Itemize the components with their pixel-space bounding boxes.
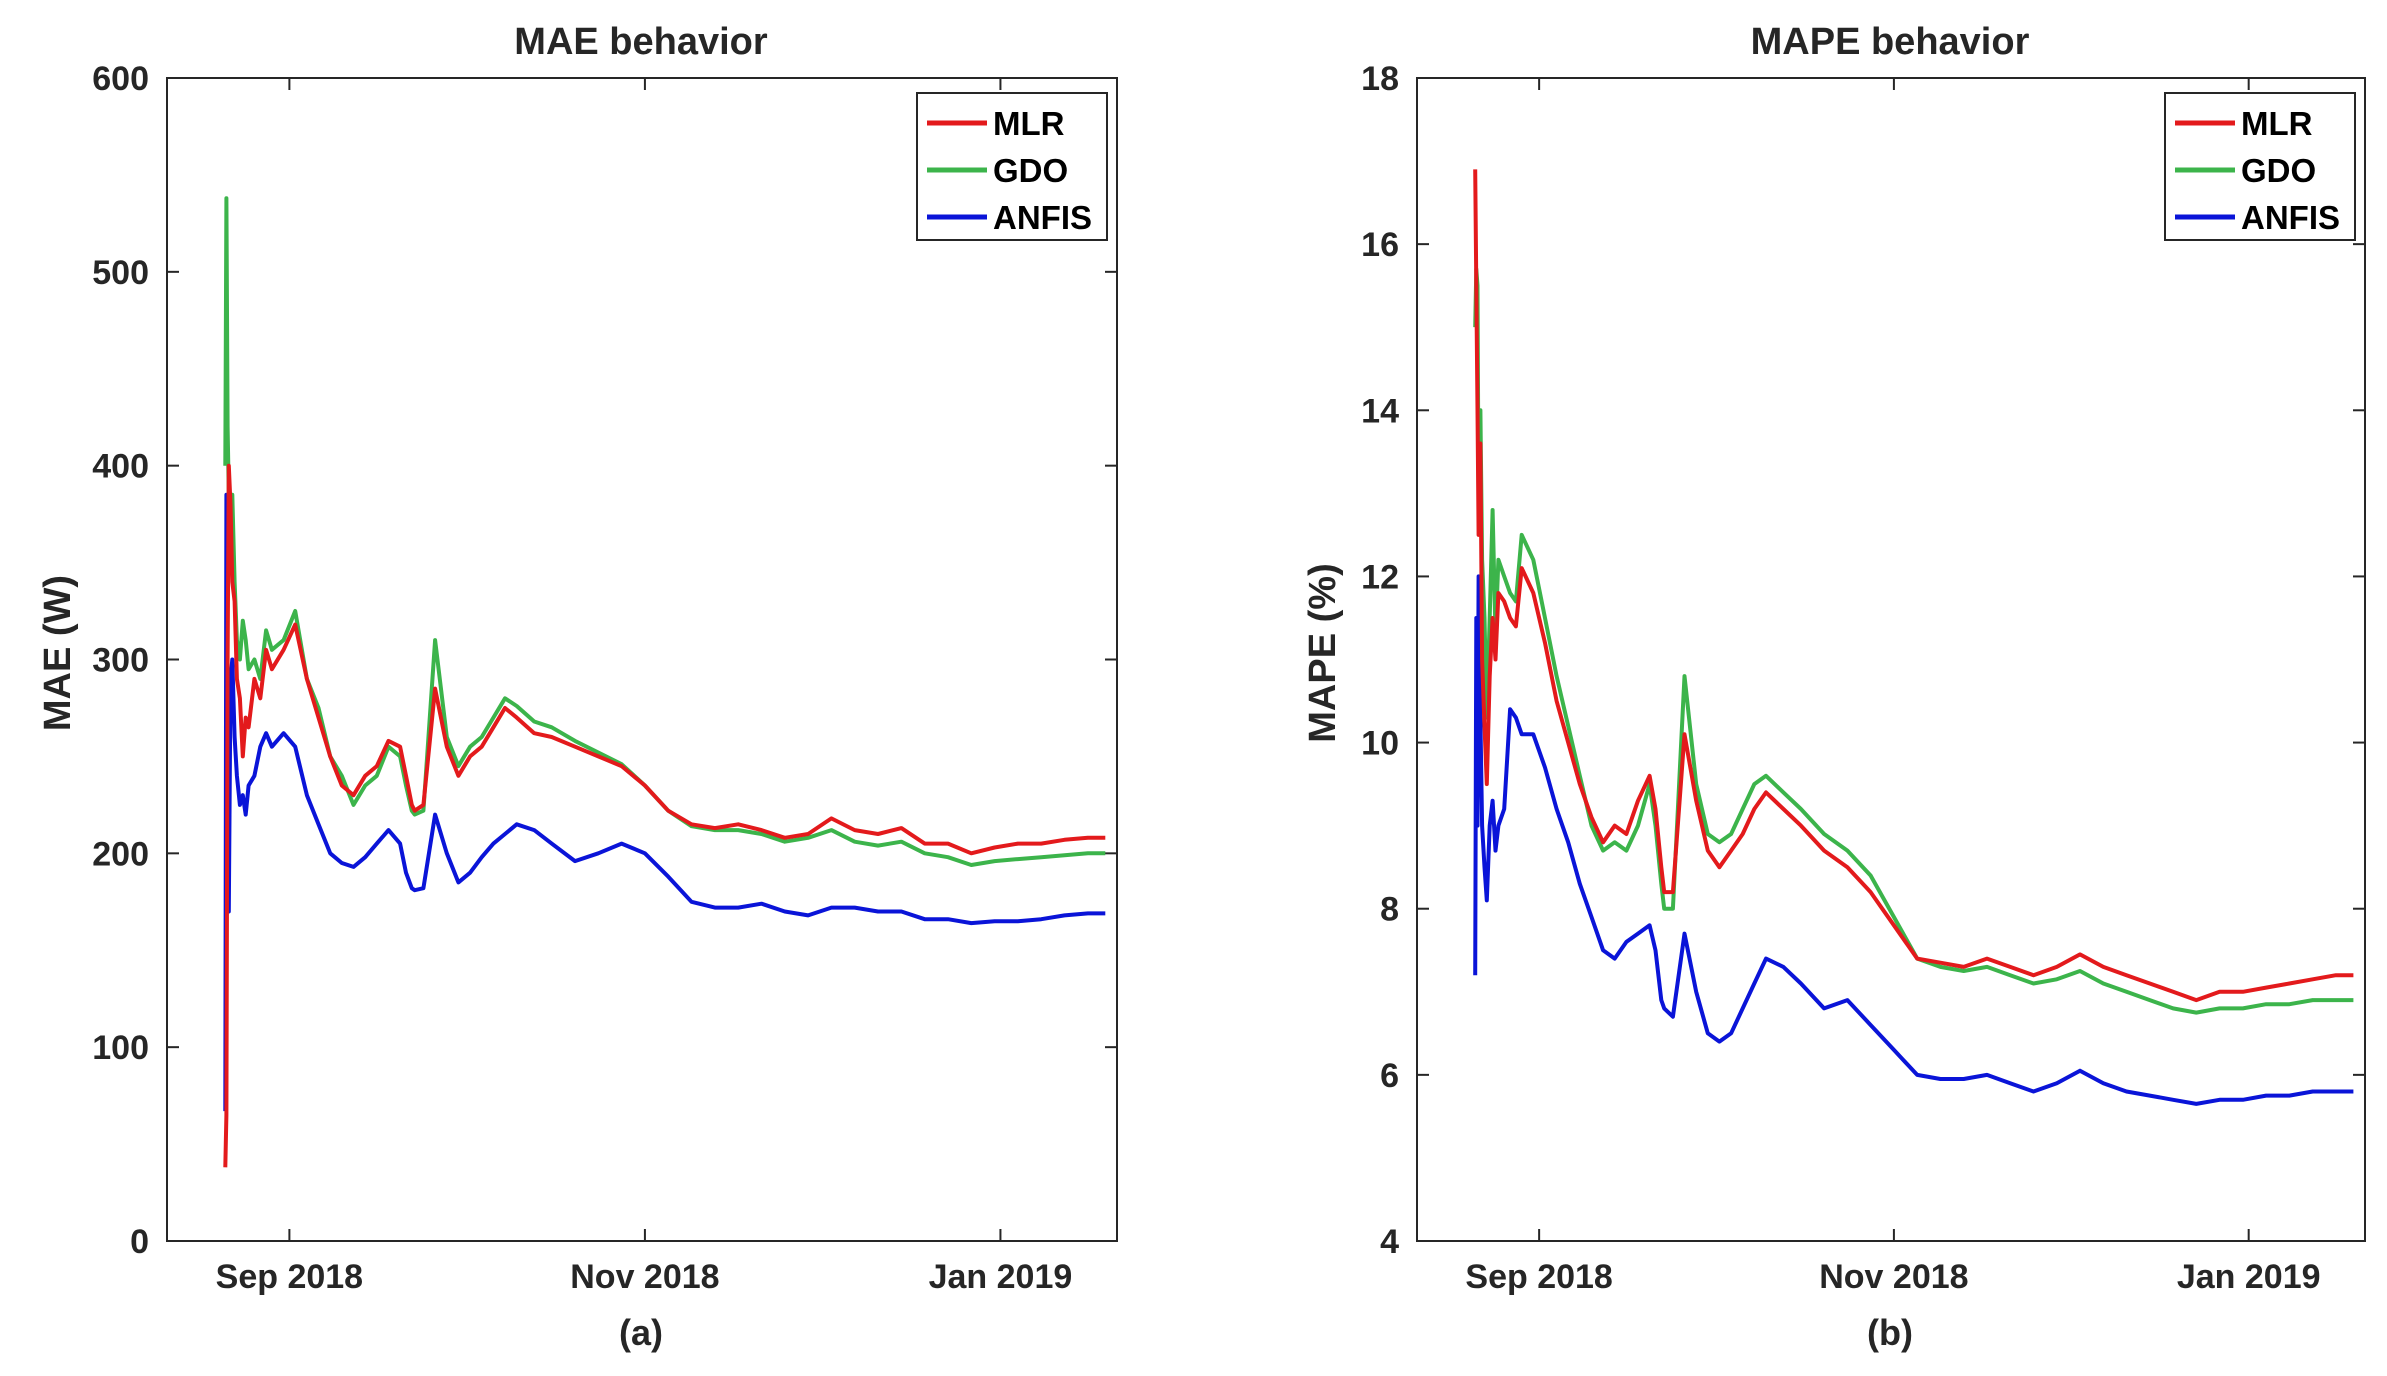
y-tick-label: 500 xyxy=(92,254,149,292)
plot-area: 0 100 200 300 400 500 600 Sep 2018 Nov 2018 Jan 2… xyxy=(92,60,1118,1296)
y-tick-label: 16 xyxy=(1361,226,1399,264)
x-tick-label: Jan 2019 xyxy=(2177,1258,2321,1296)
y-tick-label: 0 xyxy=(130,1223,149,1261)
y-tick-label: 600 xyxy=(92,60,149,98)
chart-title: MAPE behavior xyxy=(1751,21,2030,63)
y-tick-label: 12 xyxy=(1361,558,1399,596)
panel-mae: MAE behavior MAE (W) 0 100 200 300 400 500 600… xyxy=(37,21,1118,1353)
y-tick-label: 100 xyxy=(92,1029,149,1067)
legend-label: ANFIS xyxy=(2241,199,2340,236)
y-axis-label: MAPE (%) xyxy=(1302,563,1344,742)
y-tick-label: 14 xyxy=(1361,392,1399,430)
plot-area: 4 6 8 10 12 14 16 18 Sep 2018 Nov 2018 Jan 2019 MLR… xyxy=(1361,60,2366,1296)
series-line-anfis xyxy=(1473,574,2354,1106)
chart-title: MAE behavior xyxy=(514,21,768,63)
x-tick-label: Sep 2018 xyxy=(216,1258,363,1296)
y-tick-label: 8 xyxy=(1380,891,1399,929)
x-tick-label: Nov 2018 xyxy=(570,1258,719,1296)
legend-label: MLR xyxy=(993,105,1065,142)
y-axis-label: MAE (W) xyxy=(37,575,79,731)
y-tick-label: 4 xyxy=(1380,1223,1399,1261)
series-line-gdo xyxy=(223,196,1106,867)
panel-mape: MAPE behavior MAPE (%) 4 6 8 10 12 14 16 18 Sep … xyxy=(1302,21,2366,1353)
legend-label: GDO xyxy=(993,152,1068,189)
legend-label: MLR xyxy=(2241,105,2313,142)
series-line-mlr xyxy=(223,463,1106,1168)
panel-label: (a) xyxy=(619,1312,663,1353)
series-line-anfis xyxy=(223,492,1106,1112)
x-tick-label: Jan 2019 xyxy=(929,1258,1073,1296)
y-tick-label: 400 xyxy=(92,448,149,486)
y-tick-label: 18 xyxy=(1361,60,1399,98)
y-tick-label: 200 xyxy=(92,835,149,873)
legend-label: ANFIS xyxy=(993,199,1092,236)
axes-box xyxy=(1416,77,2366,1242)
axes-box xyxy=(166,77,1118,1242)
panel-label: (b) xyxy=(1867,1312,1913,1353)
y-tick-label: 6 xyxy=(1380,1057,1399,1095)
series-line-mlr xyxy=(1473,169,2354,1003)
y-tick-label: 300 xyxy=(92,642,149,680)
series-line-gdo xyxy=(1473,267,2354,1015)
x-tick-label: Nov 2018 xyxy=(1819,1258,1968,1296)
legend-label: GDO xyxy=(2241,152,2316,189)
x-tick-label: Sep 2018 xyxy=(1465,1258,1612,1296)
y-tick-label: 10 xyxy=(1361,725,1399,763)
